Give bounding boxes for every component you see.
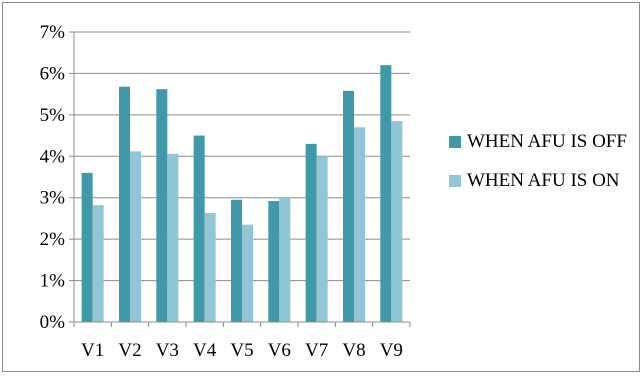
bar-off-v6 [268, 201, 280, 322]
legend-item-off: WHEN AFU IS OFF [449, 130, 634, 153]
bar-off-v2 [119, 86, 130, 322]
bar-on-v2 [130, 151, 141, 322]
bar-off-v7 [305, 143, 317, 322]
legend-item-on: WHEN AFU IS ON [449, 169, 634, 192]
bar-on-v7 [316, 156, 328, 322]
y-tick-label: 6% [40, 63, 66, 84]
tick-labels: 0% 1% 2% 3% 4% 5% 6% 7% V1 V2 V3 V4 V5 V6 V7 V8 V9 [40, 22, 403, 361]
y-tick-label: 5% [40, 105, 66, 126]
x-tick-label-v8: V8 [342, 340, 365, 361]
x-tick-label-v2: V2 [118, 340, 141, 361]
x-tick-label-v5: V5 [230, 340, 253, 361]
bar-off-v1 [81, 172, 93, 322]
y-tick-label: 4% [40, 146, 66, 167]
bar-on-v4 [204, 213, 216, 322]
bars [81, 65, 403, 323]
y-tick-label: 1% [40, 271, 66, 292]
x-tick-label-v4: V4 [193, 340, 217, 361]
bar-off-v3 [156, 89, 168, 323]
legend-swatch-off [449, 136, 461, 148]
y-tick-label: 0% [40, 312, 66, 333]
x-tick-label-v6: V6 [268, 340, 291, 361]
bar-on-v5 [242, 224, 253, 322]
legend: WHEN AFU IS OFF WHEN AFU IS ON [449, 130, 634, 208]
bar-on-v1 [92, 205, 104, 322]
y-tick-label: 7% [40, 22, 66, 43]
bar-on-v6 [279, 197, 291, 322]
legend-label-on: WHEN AFU IS ON [467, 170, 620, 191]
bar-off-v8 [343, 90, 354, 322]
x-tick-label-v3: V3 [156, 340, 179, 361]
bar-off-v5 [231, 199, 242, 322]
y-tick-label: 3% [40, 188, 66, 209]
legend-label-off: WHEN AFU IS OFF [467, 131, 627, 152]
axes [69, 31, 411, 327]
bar-on-v3 [167, 153, 179, 322]
x-tick-label-v7: V7 [305, 340, 328, 361]
bar-on-v9 [391, 121, 403, 322]
bar-on-v8 [354, 127, 365, 323]
y-tick-label: 2% [40, 229, 66, 250]
x-tick-label-v1: V1 [81, 340, 104, 361]
bar-off-v4 [193, 135, 205, 322]
x-tick-label-v9: V9 [380, 340, 403, 361]
legend-swatch-on [449, 175, 461, 187]
bar-off-v9 [380, 65, 392, 323]
